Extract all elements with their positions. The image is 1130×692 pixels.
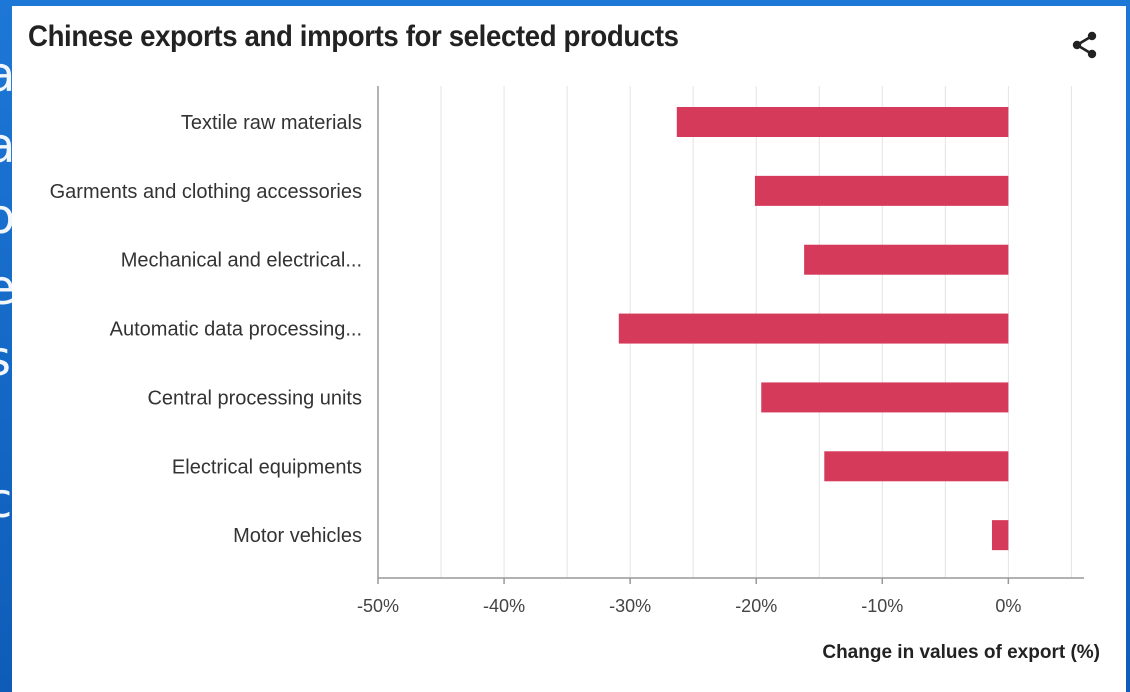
category-label: Automatic data processing... (110, 319, 362, 341)
category-label: Mechanical and electrical... (121, 250, 362, 272)
x-tick-label: -40% (483, 596, 525, 616)
category-label: Central processing units (147, 387, 362, 409)
bar-2 (804, 244, 1009, 275)
share-icon[interactable] (1070, 30, 1100, 60)
x-axis-title: Change in values of export (%) (822, 642, 1100, 663)
x-tick-label: -50% (357, 596, 399, 616)
bar-6 (991, 520, 1009, 551)
category-label: Electrical equipments (172, 456, 362, 478)
bar-chart: Textile raw materials Garments and clothi… (50, 86, 1100, 663)
chart-title: Chinese exports and imports for selected… (28, 20, 679, 53)
x-tick-label: -10% (861, 596, 903, 616)
chart-card: Chinese exports and imports for selected… (12, 6, 1126, 692)
bar-3 (618, 313, 1009, 344)
x-tick-label: 0% (995, 596, 1021, 616)
category-label: Garments and clothing accessories (50, 181, 362, 203)
bar-4 (761, 382, 1009, 413)
category-label: Motor vehicles (233, 525, 362, 547)
category-label: Textile raw materials (181, 112, 362, 134)
x-tick-label: -30% (609, 596, 651, 616)
bar-5 (824, 451, 1009, 482)
bar-0 (676, 107, 1009, 137)
x-tick-label: -20% (735, 596, 777, 616)
bar-1 (754, 175, 1009, 206)
